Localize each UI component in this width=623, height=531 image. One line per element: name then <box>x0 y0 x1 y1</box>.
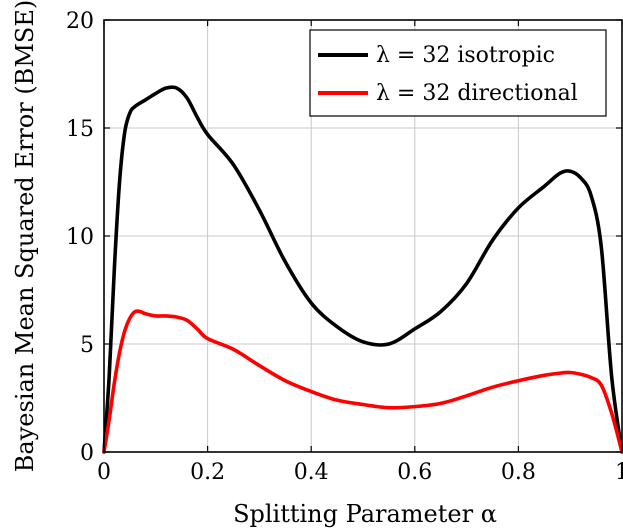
y-tick-label: 20 <box>66 9 94 34</box>
y-tick-label: 10 <box>66 225 94 250</box>
y-tick-label: 5 <box>80 333 94 358</box>
legend-label-isotropic: λ = 32 isotropic <box>376 43 555 68</box>
x-axis-label: Splitting Parameter α <box>233 500 497 528</box>
x-tick-label: 1 <box>615 460 623 485</box>
legend-box <box>309 29 607 117</box>
x-tick-label: 0 <box>97 460 111 485</box>
x-tick-label: 0.2 <box>190 460 225 485</box>
x-tick-label: 0.4 <box>294 460 329 485</box>
x-tick-label: 0.6 <box>397 460 432 485</box>
legend: λ = 32 isotropic λ = 32 directional <box>309 29 607 117</box>
legend-label-directional: λ = 32 directional <box>376 81 578 106</box>
series-lines <box>102 85 623 454</box>
y-tick-label: 0 <box>80 441 94 466</box>
series-line-directional <box>102 309 623 454</box>
series-line-isotropic <box>102 85 623 454</box>
x-tick-label: 0.8 <box>501 460 536 485</box>
y-tick-label: 15 <box>66 117 94 142</box>
y-axis-label: Bayesian Mean Squared Error (BMSE) <box>11 0 39 472</box>
